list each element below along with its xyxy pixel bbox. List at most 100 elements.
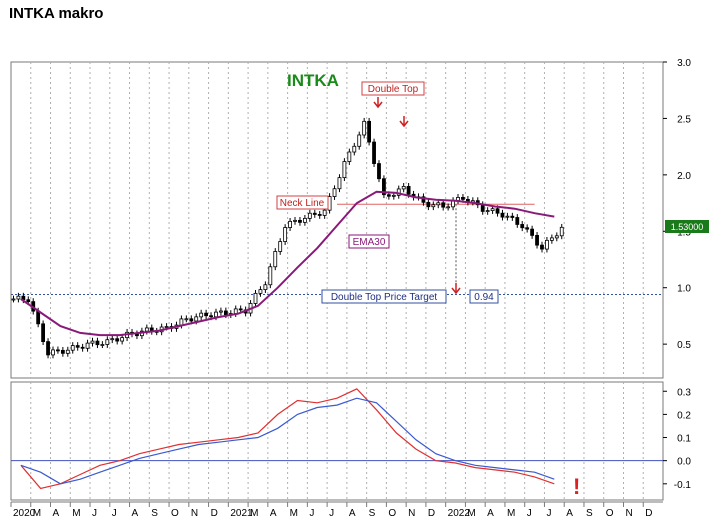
macd-tick-label: 0.0 [677, 457, 691, 468]
macd-tick-label: 0.3 [677, 387, 691, 398]
target-value: 0.94 [474, 292, 494, 303]
chart-title: INTKA [287, 71, 339, 90]
candle-body [515, 217, 520, 225]
candle-body [90, 340, 95, 344]
candle-body [545, 239, 549, 250]
candle-body [490, 208, 495, 211]
x-tick-label: N [625, 508, 632, 519]
candle-body [209, 315, 213, 318]
x-tick-label: O [606, 508, 614, 519]
x-tick-label: J [527, 508, 532, 519]
candle-body [342, 161, 347, 179]
candle-body [223, 310, 228, 316]
y-tick-label: 1.0 [677, 284, 691, 295]
x-tick-label: N [191, 508, 198, 519]
candle-body [421, 196, 426, 203]
candle-body [426, 201, 431, 208]
last-price-badge [665, 220, 709, 233]
x-tick-label: O [171, 508, 179, 519]
candle-body [436, 202, 441, 206]
candle-body [65, 349, 70, 354]
candle-body [16, 295, 21, 300]
x-tick-label: M [72, 508, 80, 519]
candle-body [144, 327, 149, 332]
double-top-box [361, 81, 425, 96]
candle-body [26, 299, 31, 303]
x-tick-label: S [151, 508, 158, 519]
x-tick-label: D [211, 508, 218, 519]
candle-body [41, 323, 46, 343]
last-price-label: 1.53000 [671, 222, 704, 232]
candle-body [500, 212, 505, 218]
x-tick-label: A [132, 508, 139, 519]
candle-body [95, 340, 100, 346]
candle-body [401, 185, 406, 190]
candle-body [293, 219, 297, 222]
candle-body [85, 342, 90, 349]
candle-body [372, 141, 376, 164]
candle-body [75, 345, 80, 348]
candle-body [520, 224, 525, 229]
page-title: INTKA makro [9, 5, 104, 22]
candle-body [70, 345, 75, 351]
candle-body [46, 341, 50, 356]
x-tick-label: D [428, 508, 435, 519]
x-tick-label: M [507, 508, 515, 519]
x-tick-label: A [53, 508, 60, 519]
candle-body [485, 210, 490, 212]
x-tick-label: J [329, 508, 334, 519]
macd-tick-label: 0.2 [677, 410, 691, 421]
macd-axis: -0.1 0.0 0.1 0.2 0.3 [663, 387, 691, 491]
candle-body [357, 134, 362, 147]
candle-body [11, 298, 16, 301]
x-tick-label: M [250, 508, 258, 519]
candle-body [559, 226, 564, 237]
macd-lines [20, 388, 555, 490]
candle-body [322, 209, 327, 216]
candle-body [505, 215, 510, 218]
candle-body [386, 194, 391, 197]
x-tick-label: A [487, 508, 494, 519]
candle-body [327, 196, 332, 211]
macd-series-1 [20, 397, 555, 485]
x-tick-label: O [388, 508, 396, 519]
x-tick-label: S [586, 508, 593, 519]
candle-body [367, 120, 372, 143]
candle-body [540, 244, 544, 250]
candle-body [352, 145, 357, 153]
x-tick-label: A [566, 508, 573, 519]
y-tick-label: 0.5 [677, 340, 691, 351]
candle-body [36, 310, 41, 325]
ema-label: EMA30 [353, 237, 386, 248]
candle-body [105, 339, 110, 345]
macd-tick-label: 0.1 [677, 434, 691, 445]
ema-box [348, 234, 390, 249]
double-top-label: Double Top [368, 84, 419, 95]
double-top-arrow-1 [373, 97, 383, 109]
y-tick-label: 3.0 [677, 58, 691, 69]
x-tick-label: A [270, 508, 277, 519]
candle-body [406, 185, 411, 195]
neck-line-label: Neck Line [280, 198, 325, 209]
candle-body [100, 344, 105, 346]
double-top-arrow-2 [399, 116, 409, 128]
x-tick-label: S [369, 508, 376, 519]
candle-body [307, 212, 312, 219]
candle-body [110, 338, 115, 341]
target-value-box [469, 289, 499, 304]
candle-body [120, 337, 125, 342]
candle-body [377, 163, 381, 180]
candle-body [115, 338, 120, 342]
candle-body [382, 178, 386, 196]
candle-body [194, 316, 199, 322]
candle-body [391, 194, 396, 197]
x-tick-label: J [92, 508, 97, 519]
target-arrow [451, 283, 461, 295]
candle-body [204, 312, 209, 317]
candle-body [298, 219, 302, 223]
neck-line-box [276, 195, 329, 210]
candle-body [549, 237, 554, 241]
candle-body [362, 120, 367, 136]
